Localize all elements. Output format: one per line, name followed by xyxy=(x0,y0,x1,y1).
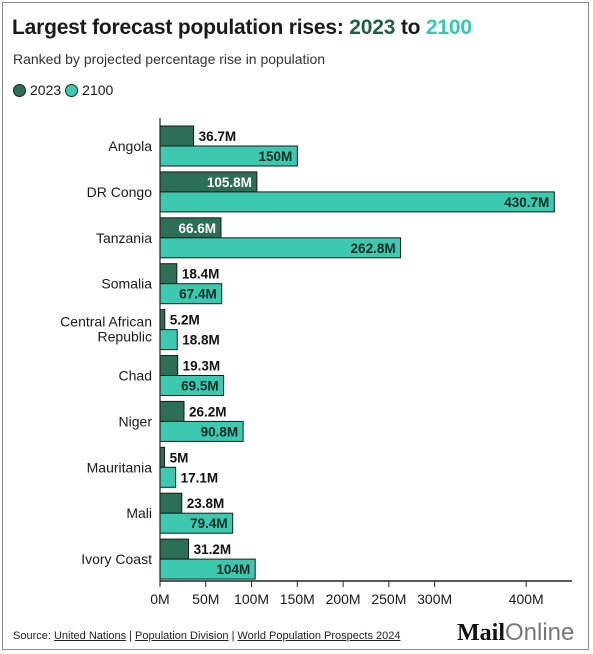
data-label-2100-angola: 150M xyxy=(259,149,293,164)
data-label-2100-niger: 90.8M xyxy=(201,424,239,439)
data-label-2100-somalia: 67.4M xyxy=(179,287,217,302)
mailonline-logo: MailOnline xyxy=(457,619,575,646)
logo-online: Online xyxy=(505,619,575,646)
data-label-2023-tanzania: 66.6M xyxy=(178,221,216,236)
bar-2100-mauritania xyxy=(159,466,177,488)
category-label-dr-congo: DR Congo xyxy=(87,184,153,200)
category-label-mauritania: Mauritania xyxy=(87,459,153,475)
title-connector: to xyxy=(400,16,421,39)
source-link-wpp-2024[interactable]: World Population Prospects 2024 xyxy=(237,630,401,642)
category-label-chad: Chad xyxy=(119,368,152,384)
legend-label-2023: 2023 xyxy=(30,82,62,98)
source-link-population-division[interactable]: Population Division xyxy=(135,630,229,642)
x-tick-label-250: 250M xyxy=(371,591,406,607)
source-footer: Source: United Nations | Population Divisi… xyxy=(13,630,400,642)
category-label-niger: Niger xyxy=(119,413,153,429)
data-label-2023-ivory-coast: 31.2M xyxy=(194,542,232,557)
data-label-2023-mali: 23.8M xyxy=(187,496,225,511)
legend-item-2100: 2100 xyxy=(65,82,113,98)
source-separator: | xyxy=(129,630,132,642)
x-tick-label-400: 400M xyxy=(509,591,544,607)
bar-2023-angola xyxy=(159,125,195,147)
data-label-2100-tanzania: 262.8M xyxy=(351,241,396,256)
category-label-tanzania: Tanzania xyxy=(96,230,152,246)
category-label-ivory-coast: Ivory Coast xyxy=(81,551,152,567)
bar-2023-mali xyxy=(159,492,183,514)
source-separator: | xyxy=(231,630,235,642)
x-tick-label-150: 150M xyxy=(280,591,315,607)
chart-subtitle: Ranked by projected percentage rise in p… xyxy=(13,51,326,67)
x-tick-label-200: 200M xyxy=(326,591,361,607)
data-label-2023-somalia: 18.4M xyxy=(182,267,220,282)
title-year-2023: 2023 xyxy=(349,16,396,39)
bar-2023-somalia xyxy=(159,263,178,285)
category-label-central-african-republic: Central African Republic xyxy=(60,314,152,345)
bar-2023-niger xyxy=(159,400,185,422)
bar-2023-central-african-republic xyxy=(159,309,166,331)
data-label-2100-dr-congo: 430.7M xyxy=(504,195,549,210)
data-label-2100-chad: 69.5M xyxy=(181,379,219,394)
bar-2100-central-african-republic xyxy=(159,329,178,351)
legend-swatch-2100 xyxy=(65,83,79,97)
data-label-2100-mali: 79.4M xyxy=(190,516,228,531)
category-label-mali: Mali xyxy=(126,505,152,521)
data-label-2100-central-african-republic: 18.8M xyxy=(182,333,220,348)
legend-swatch-2023 xyxy=(13,83,26,97)
data-label-2023-central-african-republic: 5.2M xyxy=(170,313,200,328)
title-prefix: Largest forecast population rises: xyxy=(12,16,344,39)
x-tick-label-100: 100M xyxy=(234,591,269,607)
data-label-2023-chad: 19.3M xyxy=(183,359,221,374)
data-label-2023-mauritania: 5M xyxy=(170,450,189,465)
data-label-2100-ivory-coast: 104M xyxy=(216,562,250,577)
bar-2023-chad xyxy=(159,355,179,376)
source-label: Source: xyxy=(13,630,51,642)
legend-label-2100: 2100 xyxy=(82,82,114,98)
bar-chart: Angola 36.7M 150M DR Congo 105.8M 430.7M Tanza… xyxy=(60,118,572,607)
category-label-angola: Angola xyxy=(108,138,152,154)
chart-title: Largest forecast population rises: 2023 … xyxy=(12,16,472,40)
x-tick-label-0: 0M xyxy=(150,591,169,607)
chart-legend: 2023 2100 xyxy=(13,82,117,98)
title-year-2100: 2100 xyxy=(425,16,472,39)
x-tick-label-300: 300M xyxy=(417,591,452,607)
data-label-2100-mauritania: 17.1M xyxy=(181,470,219,485)
legend-item-2023: 2023 xyxy=(13,82,61,98)
category-label-somalia: Somalia xyxy=(101,276,152,292)
bar-2023-ivory-coast xyxy=(159,538,190,560)
data-label-2023-dr-congo: 105.8M xyxy=(207,175,252,190)
logo-mail: Mail xyxy=(457,620,505,646)
bar-2100-dr-congo xyxy=(159,191,555,213)
data-label-2023-niger: 26.2M xyxy=(189,404,227,419)
data-label-2023-angola: 36.7M xyxy=(199,129,237,144)
bar-2023-mauritania xyxy=(159,446,166,468)
x-tick-label-50: 50M xyxy=(192,591,219,607)
source-link-un[interactable]: United Nations xyxy=(53,630,127,642)
